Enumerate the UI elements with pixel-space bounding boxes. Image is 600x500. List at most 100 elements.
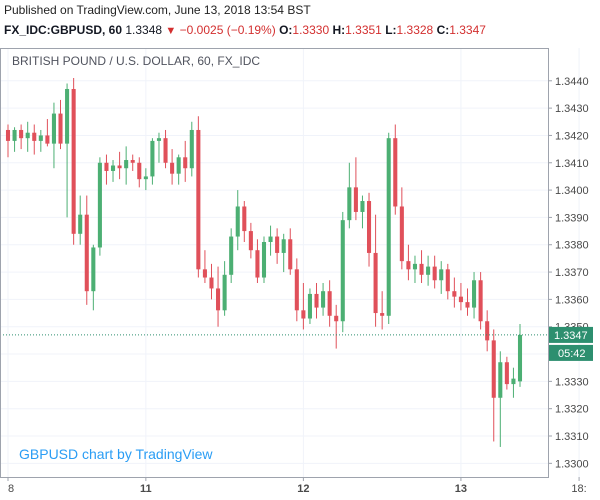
candle: [458, 282, 463, 311]
candle-body: [229, 236, 234, 275]
candle-body: [261, 242, 267, 278]
y-tick-label: 1.3420: [555, 130, 589, 142]
candle-body: [504, 362, 509, 385]
candle-body: [255, 250, 260, 278]
open-label: O:: [279, 23, 293, 37]
candle-body: [71, 88, 76, 234]
candle: [5, 124, 11, 158]
candle: [32, 124, 37, 155]
candle-body: [307, 293, 312, 319]
candle: [71, 78, 76, 245]
candle: [478, 272, 483, 330]
candle-body: [32, 132, 37, 141]
candle: [452, 277, 457, 308]
candle: [38, 129, 43, 152]
countdown-tag: [549, 344, 593, 361]
symbol-label: FX_IDC:GBPUSD, 60: [4, 23, 123, 37]
candle: [327, 280, 332, 327]
candle: [91, 244, 96, 311]
candle: [353, 157, 358, 221]
candle-body: [202, 269, 207, 278]
candle-body: [97, 162, 102, 248]
candle-body: [288, 239, 293, 270]
candle-body: [347, 187, 352, 221]
candle: [386, 132, 391, 324]
candle: [229, 228, 234, 283]
candle-body: [406, 261, 411, 270]
close-value: 1.3347: [449, 23, 486, 37]
candle: [412, 255, 418, 283]
candle: [491, 329, 496, 442]
candle-body: [84, 214, 89, 292]
candle-body: [58, 113, 63, 144]
candle-body: [498, 362, 503, 398]
candle: [321, 282, 326, 316]
candle-body: [517, 334, 523, 382]
candle: [248, 222, 253, 259]
candle: [366, 192, 372, 267]
x-tick-label: 8: [8, 483, 14, 495]
y-tick-label: 1.3440: [555, 76, 589, 88]
candle-body: [380, 313, 385, 316]
candle: [170, 149, 175, 185]
candle-body: [294, 269, 299, 311]
candle: [78, 195, 83, 245]
candle: [196, 116, 201, 278]
y-tick-label: 1.3320: [555, 404, 589, 416]
high-label: H:: [332, 23, 346, 37]
candle-body: [117, 165, 122, 169]
candles-layer: [5, 78, 523, 447]
candle-body: [511, 378, 516, 385]
candle: [156, 132, 162, 163]
candle: [294, 258, 299, 322]
price-change: −0.0025 (−0.19%): [179, 23, 276, 37]
y-tick-label: 1.3360: [555, 294, 589, 306]
y-axis: 1.33001.33101.33201.33301.33401.33501.33…: [548, 76, 589, 470]
candle-body: [222, 274, 227, 311]
y-tick-label: 1.3310: [555, 431, 589, 443]
candle: [426, 255, 431, 286]
candle: [498, 351, 503, 447]
candle-body: [321, 291, 326, 308]
candle: [373, 214, 378, 327]
candle: [360, 195, 365, 229]
candle-body: [38, 135, 43, 141]
candle: [124, 146, 129, 185]
candle-body: [137, 162, 142, 180]
candle: [25, 121, 30, 152]
chart-watermark[interactable]: GBPUSD chart by TradingView: [19, 446, 213, 462]
candle-body: [156, 138, 162, 141]
candle: [419, 250, 424, 283]
chart-header: Published on TradingView.com, June 13, 2…: [0, 0, 600, 46]
candle-body: [432, 266, 437, 281]
candle: [393, 124, 398, 215]
candle-body: [143, 176, 148, 180]
candle: [432, 255, 437, 289]
candle-body: [426, 266, 431, 275]
candle-body: [196, 129, 201, 270]
candle-body: [281, 239, 286, 253]
candle: [268, 225, 273, 256]
candle-body: [235, 206, 240, 237]
down-arrow-icon: ▼: [165, 25, 177, 37]
candle-body: [209, 277, 214, 289]
candle: [314, 282, 319, 319]
candle-body: [393, 138, 398, 207]
candle: [209, 263, 214, 300]
x-tick-label: 13: [455, 483, 467, 495]
candle: [163, 129, 168, 169]
candle: [19, 124, 24, 150]
candle-body: [340, 220, 345, 322]
candle: [340, 211, 345, 333]
grid-lines: [0, 48, 580, 477]
candle-body: [216, 288, 221, 311]
candle: [202, 250, 207, 283]
candle-body: [439, 269, 444, 281]
candle-body: [458, 296, 463, 303]
open-value: 1.3330: [292, 23, 330, 37]
candlestick-chart[interactable]: 1.33001.33101.33201.33301.33401.33501.33…: [0, 46, 600, 500]
y-tick-label: 1.3300: [555, 458, 589, 470]
y-tick-label: 1.3380: [555, 240, 589, 252]
candle-body: [5, 129, 11, 141]
candle: [281, 233, 286, 273]
